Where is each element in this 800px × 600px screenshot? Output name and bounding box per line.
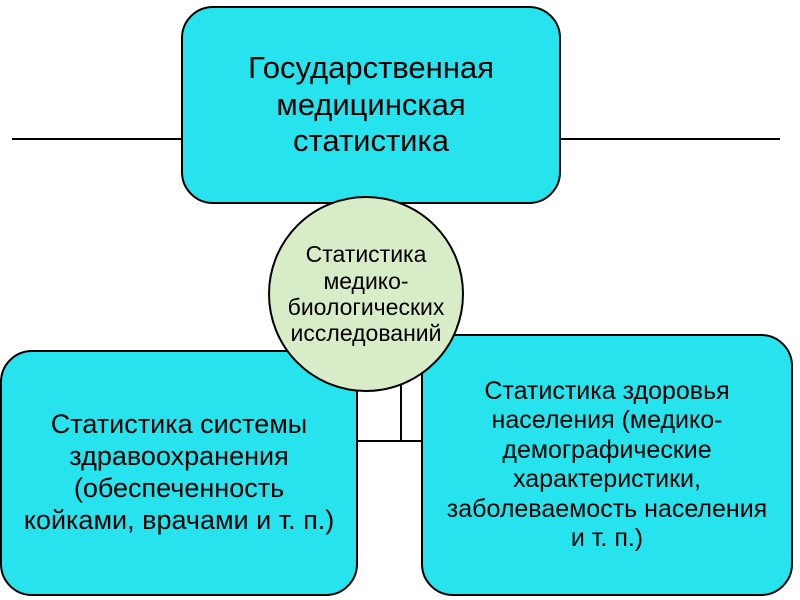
node-top-label: Государственная медицинская статистика: [197, 50, 545, 160]
node-center-label: Статистика медико-биологических исследов…: [288, 241, 445, 347]
node-right: Статистика здоровья населения (медико-де…: [421, 334, 793, 596]
diagram-stage: Государственная медицинская статистика С…: [0, 0, 800, 600]
node-left: Статистика системы здравоохранения (обес…: [0, 350, 358, 596]
node-top: Государственная медицинская статистика: [181, 6, 561, 204]
node-right-label: Статистика здоровья населения (медико-де…: [437, 377, 777, 554]
connector-line-bottom: [352, 440, 428, 442]
node-left-label: Статистика системы здравоохранения (обес…: [16, 409, 342, 536]
node-center: Статистика медико-биологических исследов…: [268, 196, 464, 392]
